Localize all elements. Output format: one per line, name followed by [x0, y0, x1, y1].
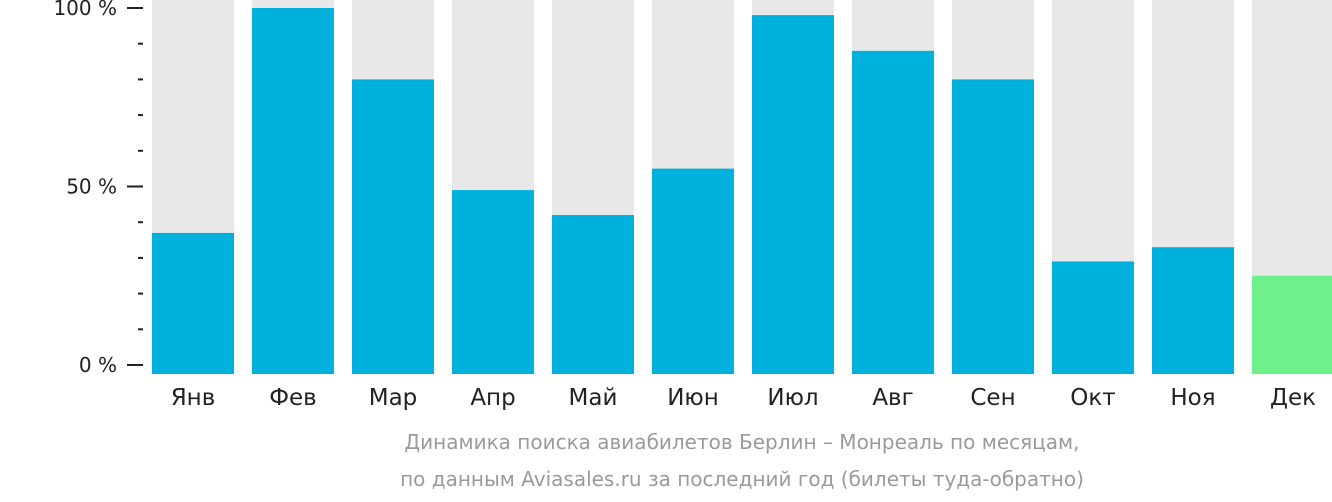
x-tick-label: Апр [470, 385, 515, 411]
x-tick-label: Авг [872, 385, 913, 411]
x-tick-label: Июн [667, 385, 719, 411]
bar-2 [252, 8, 334, 374]
bar-4 [452, 190, 534, 374]
bar-6 [652, 168, 734, 374]
x-tick-label: Янв [171, 385, 216, 411]
x-tick-label: Июл [767, 385, 818, 411]
bar-9 [952, 79, 1034, 375]
bar-10 [1052, 261, 1134, 374]
x-tick-label: Май [569, 385, 618, 411]
bar-3 [352, 79, 434, 375]
x-tick-label: Окт [1070, 385, 1115, 411]
chart-caption-line-2: по данным Aviasales.ru за последний год … [400, 467, 1084, 491]
bar-11 [1152, 247, 1234, 374]
bar-8 [852, 50, 934, 375]
x-tick-label: Сен [970, 385, 1015, 411]
y-tick-label: 50 % [66, 175, 117, 199]
x-axis: Янв Фев Мар Апр Май Июн Июл Авг Сен Окт Ноя Дек [171, 385, 1316, 411]
x-tick-label: Ноя [1170, 385, 1215, 411]
chart-caption-line-1: Динамика поиска авиабилетов Берлин – Мон… [404, 430, 1080, 454]
bar-5 [552, 215, 634, 374]
x-tick-label: Мар [369, 385, 418, 411]
x-tick-label: Дек [1270, 385, 1316, 411]
y-axis: 0 % 50 % 100 % [53, 0, 143, 377]
x-tick-label: Фев [269, 385, 317, 411]
y-tick-label: 100 % [53, 0, 117, 20]
y-tick-label: 0 % [79, 353, 117, 377]
bars [152, 8, 1332, 375]
bar-chart: 0 % 50 % 100 % Янв Фев Мар Апр Май Июн Июл Авг Сен… [53, 0, 1332, 411]
bar-1 [152, 232, 234, 374]
bar-12 [1252, 275, 1332, 374]
bar-7 [752, 15, 834, 374]
